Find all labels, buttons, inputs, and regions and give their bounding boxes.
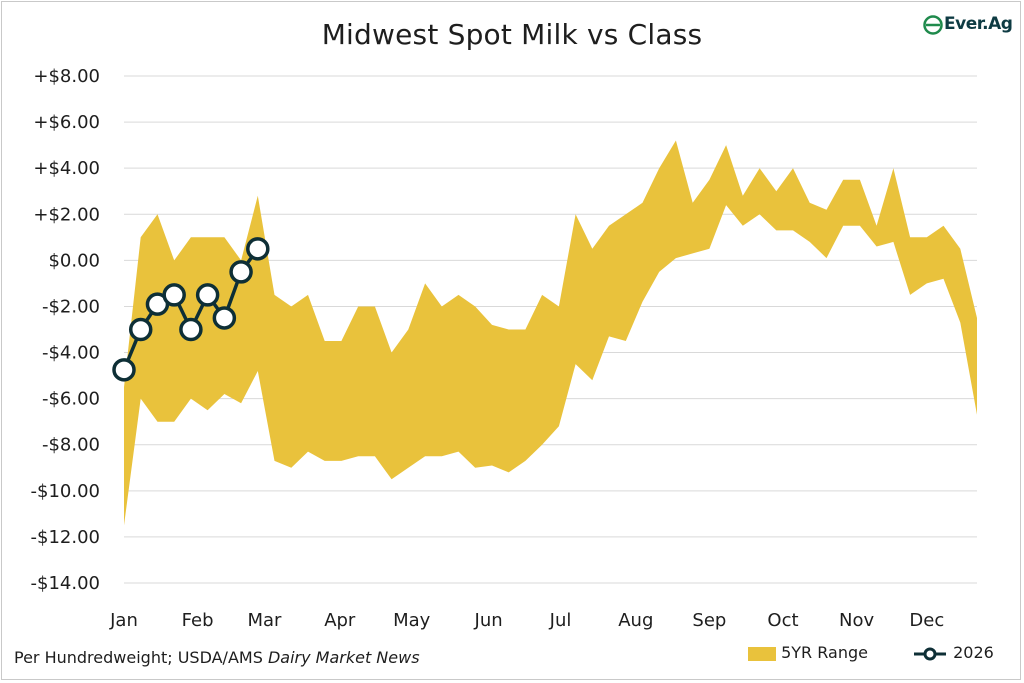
series-point (162, 283, 186, 307)
series-2026 (112, 237, 270, 382)
source-note: Per Hundredweight; USDA/AMS Dairy Market… (14, 648, 420, 667)
y-tick-label: +$4.00 (33, 158, 100, 179)
series-point (229, 260, 253, 284)
x-tick-label: Jun (474, 610, 503, 631)
everag-logo: Ever.Ag (922, 12, 1014, 42)
y-tick-label: -$2.00 (42, 296, 100, 317)
series-point (112, 358, 136, 382)
y-tick-label: +$8.00 (33, 66, 100, 87)
legend-item-series: 2026 (912, 643, 994, 664)
series-point (179, 317, 203, 342)
series-point (128, 317, 153, 342)
x-tick-label: May (393, 610, 431, 631)
source-italic: Dairy Market News (267, 648, 420, 667)
y-tick-label: -$12.00 (31, 527, 100, 548)
y-tick-label: +$6.00 (33, 112, 100, 133)
chart-title: Midwest Spot Milk vs Class (321, 18, 703, 51)
legend-item-range: 5YR Range (748, 643, 868, 664)
x-month-labels: Jan Feb Mar Apr May Jun Jul Aug Sep Oct Nov Dec (109, 610, 944, 631)
logo-text: Ever.Ag (944, 14, 1013, 34)
x-tick-label: Jan (109, 610, 138, 631)
x-tick-label: Sep (692, 610, 726, 631)
x-tick-label: Apr (324, 610, 356, 631)
series-point (212, 306, 237, 330)
legend-series-swatch (914, 647, 946, 660)
y-tick-label: -$10.00 (31, 481, 100, 502)
legend-range-label: 5YR Range (781, 643, 868, 662)
x-tick-label: Jul (549, 610, 572, 631)
y-tick-label: -$6.00 (42, 389, 100, 410)
series-point (195, 283, 220, 307)
x-tick-label: Dec (909, 610, 944, 631)
legend-range-swatch (748, 646, 776, 661)
y-tick-label: $0.00 (48, 250, 100, 271)
y-tick-label: -$8.00 (42, 435, 100, 456)
x-tick-label: Nov (839, 610, 874, 631)
x-tick-label: Aug (618, 610, 653, 631)
y-tick-labels: +$8.00 +$6.00 +$4.00 +$2.00 $0.00 -$2.00 -$4.0… (31, 66, 100, 594)
series-point (246, 237, 270, 261)
y-tick-label: +$2.00 (33, 204, 100, 225)
source-prefix: Per Hundredweight; USDA/AMS (14, 648, 268, 667)
legend: 5YR Range 2026 (0, 643, 1024, 665)
x-tick-label: Mar (248, 610, 283, 631)
legend-series-label: 2026 (953, 643, 994, 662)
y-tick-label: -$4.00 (42, 343, 100, 364)
y-tick-label: -$14.00 (31, 573, 100, 594)
everag-leaf-icon (923, 15, 943, 35)
range-band (124, 140, 977, 526)
x-tick-label: Oct (767, 610, 798, 631)
x-tick-label: Feb (182, 610, 214, 631)
range-area (124, 140, 977, 526)
